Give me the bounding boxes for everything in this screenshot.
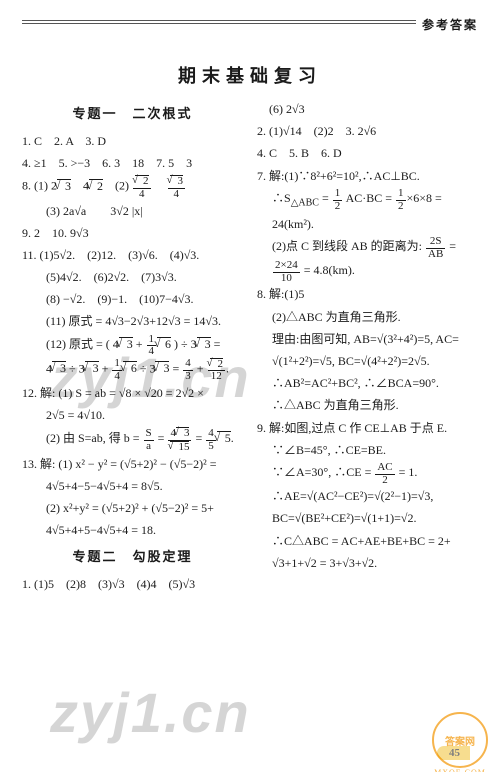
text-line: 7. 解:(1)∵8²+6²=10²,∴AC⊥BC. xyxy=(257,165,478,187)
page-root: 参考答案 期末基础复习 专题一 二次根式 1. C 2. A 3. D 4. ≥… xyxy=(0,0,500,772)
text-line: 4. C 5. B 6. D xyxy=(257,142,478,164)
text-line: (2)点 C 到线段 AB 的距离为: 2SAB = xyxy=(257,235,478,259)
text-line: 9. 解:如图,过点 C 作 CE⊥AB 于点 E. xyxy=(257,417,478,439)
header-label: 参考答案 xyxy=(416,16,478,33)
column-right: (6) 2√3 2. (1)√14 (2)2 3. 2√6 4. C 5. B … xyxy=(257,98,478,595)
text-line: 4√5+4+5−4√5+4 = 18. xyxy=(22,519,243,541)
text-line: ∴C△ABC = AC+AE+BE+BC = 2+ xyxy=(257,530,478,552)
watermark-text: zyj1.cn xyxy=(50,680,251,745)
content-columns: 专题一 二次根式 1. C 2. A 3. D 4. ≥1 5. >−3 6. … xyxy=(22,98,478,595)
page-header: 参考答案 xyxy=(22,20,478,44)
text-line: 43 ÷ 33 + 146 ÷ 33 = 43 + 212. xyxy=(22,357,243,382)
text-line: 2. (1)√14 (2)2 3. 2√6 xyxy=(257,120,478,142)
text-line: ∴S△ABC = 12 AC·BC = 12×6×8 = xyxy=(257,187,478,213)
column-left: 专题一 二次根式 1. C 2. A 3. D 4. ≥1 5. >−3 6. … xyxy=(22,98,243,595)
corner-logo: 答案网 MXQE.COM xyxy=(420,712,500,772)
header-rule xyxy=(22,20,478,24)
text-line: 11. (1)5√2. (2)12. (3)√6. (4)√3. xyxy=(22,244,243,266)
text-line: 8. 解:(1)5 xyxy=(257,283,478,305)
text-line: (2) 由 S=ab, 得 b = Sa = 4315 = 455. xyxy=(22,426,243,452)
text-line: 9. 2 10. 9√3 xyxy=(22,222,243,244)
page-number: 45 xyxy=(437,746,470,760)
text-line: (12) 原式 = ( 43 + 146 ) ÷ 33 = xyxy=(22,333,243,357)
text-line: 4. ≥1 5. >−3 6. 3 18 7. 5 3 xyxy=(22,152,243,174)
text-line: 13. 解: (1) x² − y² = (√5+2)² − (√5−2)² = xyxy=(22,453,243,475)
text-line: (2)△ABC 为直角三角形. xyxy=(257,306,478,328)
text-line: 1. C 2. A 3. D xyxy=(22,130,243,152)
text-line: 理由:由图可知, AB=√(3²+4²)=5, AC= xyxy=(257,328,478,350)
text-line: 12. 解: (1) S = ab = √8 × √20 = 2√2 × xyxy=(22,382,243,404)
text-line: ∴AE=√(AC²−CE²)=√(2²−1)=√3, xyxy=(257,485,478,507)
topic2-heading: 专题二 勾股定理 xyxy=(22,545,243,569)
text-line: ∵∠B=45°, ∴CE=BE. xyxy=(257,439,478,461)
text-line: 2×2410 = 4.8(km). xyxy=(257,259,478,283)
text-line: 2√5 = 4√10. xyxy=(22,404,243,426)
text-line: √3+1+√2 = 3+√3+√2. xyxy=(257,552,478,574)
text-line: (2) x²+y² = (√5+2)² + (√5−2)² = 5+ xyxy=(22,497,243,519)
text-line: (8) −√2. (9)−1. (10)7−4√3. xyxy=(22,288,243,310)
text-line: 24(km²). xyxy=(257,213,478,235)
text-line: (5)4√2. (6)2√2. (7)3√3. xyxy=(22,266,243,288)
text-line: ∴AB²=AC²+BC², ∴∠BCA=90°. xyxy=(257,372,478,394)
main-title: 期末基础复习 xyxy=(22,62,478,88)
text-line: (6) 2√3 xyxy=(257,98,478,120)
text-line: ∴△ABC 为直角三角形. xyxy=(257,394,478,416)
text-line: BC=√(BE²+CE²)=√(1+1)=√2. xyxy=(257,507,478,529)
text-line: ∵∠A=30°, ∴CE = AC2 = 1. xyxy=(257,461,478,485)
text-line: (3) 2a√a 3√2 |x| xyxy=(22,200,243,222)
text-line: 4√5+4−5−4√5+4 = 8√5. xyxy=(22,475,243,497)
text-line: 8. (1) 23 42 (2) 24 34 xyxy=(22,174,243,199)
logo-bottom-text: MXQE.COM xyxy=(420,768,500,772)
text-line: √(1²+2²)=√5, BC=√(4²+2²)=2√5. xyxy=(257,350,478,372)
text-line: (11) 原式 = 4√3−2√3+12√3 = 14√3. xyxy=(22,310,243,332)
topic1-heading: 专题一 二次根式 xyxy=(22,102,243,126)
text-line: 1. (1)5 (2)8 (3)√3 (4)4 (5)√3 xyxy=(22,573,243,595)
